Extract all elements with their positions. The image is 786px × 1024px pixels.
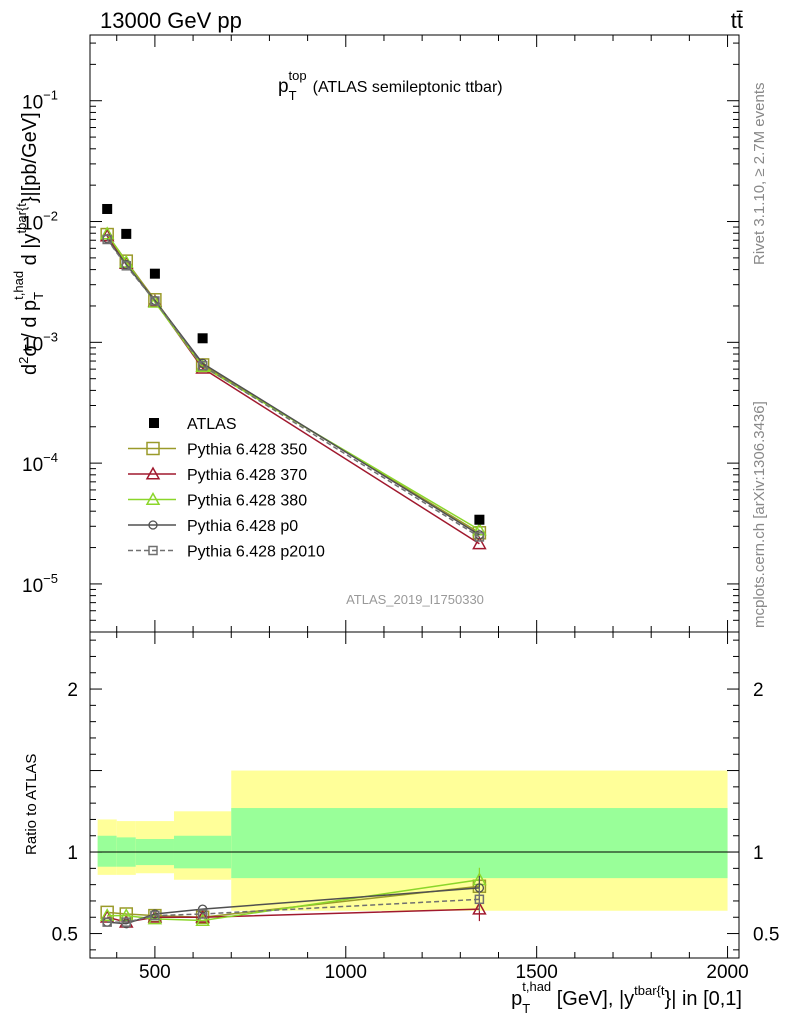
ratio-axis-ticks: 0.5 0.5 1 1 2 2 [52, 639, 779, 951]
main-series-lines [99, 226, 487, 550]
legend-marker-p2010 [148, 545, 158, 556]
x-tick-label: 1500 [516, 962, 558, 983]
atlas-point [474, 514, 485, 525]
ratio-point-p380 [147, 911, 163, 925]
y-tick-label: 10−2 [22, 209, 58, 235]
legend-marker-p380 [145, 491, 161, 506]
legend-label-atlas: ATLAS [187, 416, 237, 433]
y-tick-label: 10−5 [22, 571, 58, 597]
series-point-p380 [99, 226, 115, 240]
ratio-point-p2010 [150, 910, 160, 921]
series-point-p380 [147, 294, 163, 308]
series-line-p0 [106, 238, 480, 536]
ratio-y-tick-label: 2 [67, 680, 78, 701]
ratio-y-tick-label: 0.5 [52, 925, 78, 946]
series-point-p2010 [102, 234, 112, 245]
ratio-point-p380 [99, 908, 115, 922]
ratio-point-p2010 [121, 917, 132, 927]
rivet-version-label: Rivet 3.1.10, ≥ 2.7M events [751, 83, 768, 266]
main-axis-ticks: 10−1 10−2 10−3 10−4 10−5 500 1000 1500 2000 [22, 35, 749, 983]
legend-marker-p350 [146, 441, 160, 456]
ratio-y-tick-label-right: 0.5 [753, 925, 779, 946]
series-point-p370 [472, 536, 487, 550]
ratio-point-p2010 [197, 909, 208, 919]
y-tick-label: 10−3 [22, 329, 58, 355]
ratio-band-inner [231, 808, 728, 879]
main-y-axis-label: d2σ / d pTt,had d |ytbar{t}|[pb/GeV] [11, 112, 46, 375]
series-line-p2010 [106, 239, 480, 538]
legend-label-p370: Pythia 6.428 370 [187, 467, 307, 484]
ratio-point-p0 [197, 904, 208, 914]
x-axis-label: pTt,had [GeV], |ytbar{t}| in [0,1] [511, 979, 742, 1016]
series-line-p380 [106, 233, 480, 531]
series-point-p2010 [121, 261, 132, 271]
series-point-p2010 [197, 360, 208, 371]
ratio-series-lines [99, 867, 487, 929]
analysis-watermark: ATLAS_2019_I1750330 [346, 592, 484, 607]
legend: ATLAS Pythia 6.428 350 Pythia 6.428 370 Pyt… [128, 416, 325, 561]
y-tick-label: 10−1 [22, 88, 58, 114]
legend-label-p2010: Pythia 6.428 p2010 [187, 544, 325, 561]
ratio-y-tick-label-right: 2 [753, 680, 764, 701]
x-tick-label: 2000 [706, 962, 748, 983]
legend-marker-atlas [149, 418, 159, 428]
ratio-line-p0 [107, 887, 480, 925]
ratio-panel-frame [89, 631, 740, 959]
ratio-y-tick-label: 1 [67, 843, 78, 864]
series-point-p2010 [474, 532, 485, 542]
atlas-point [121, 228, 132, 239]
series-point-p2010 [150, 296, 160, 306]
x-tick-label: 500 [139, 962, 171, 983]
legend-marker-p0 [148, 520, 158, 530]
main-panel-frame [89, 34, 740, 633]
ratio-point-p2010 [102, 917, 112, 927]
header-energy-label: 13000 GeV pp [100, 8, 242, 33]
mcplots-label: mcplots.cern.ch [arXiv:1306.3436] [751, 401, 768, 628]
ratio-line-p2010 [107, 898, 480, 923]
y-tick-label: 10−4 [22, 450, 58, 476]
atlas-point [149, 268, 160, 279]
ratio-point-p380 [195, 912, 210, 927]
atlas-point [102, 203, 113, 214]
legend-marker-p370 [145, 466, 161, 480]
ratio-y-axis-label: Ratio to ATLAS [23, 754, 40, 855]
ratio-band-inner [97, 835, 117, 867]
plot-title: pTtop(ATLAS semileptonic ttbar) [278, 68, 503, 103]
atlas-point [197, 333, 208, 344]
ratio-point-p370 [195, 909, 210, 923]
x-tick-label: 1000 [325, 962, 367, 983]
ratio-y-tick-label-right: 1 [753, 843, 764, 864]
legend-label-p0: Pythia 6.428 p0 [187, 518, 298, 535]
atlas-data-points [102, 203, 485, 525]
legend-label-p380: Pythia 6.428 380 [187, 493, 307, 510]
header-process-label: tt̄ [731, 8, 743, 33]
series-line-p350 [106, 234, 480, 534]
legend-label-p350: Pythia 6.428 350 [187, 442, 307, 459]
